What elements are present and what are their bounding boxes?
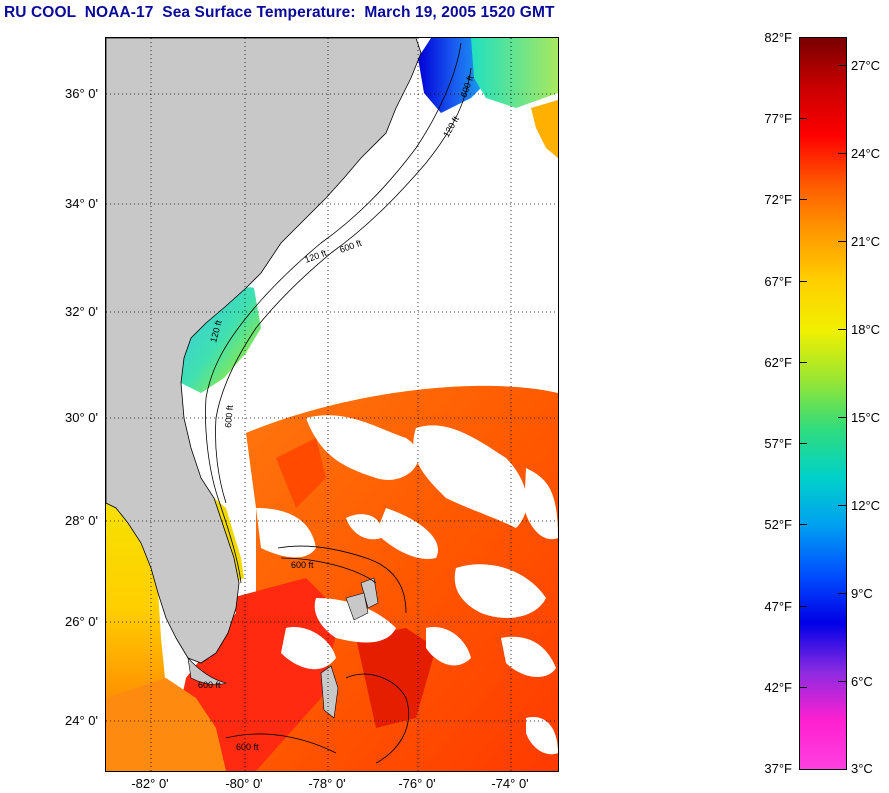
warm-patch xyxy=(356,628,436,728)
lat-label: 32° 0' xyxy=(65,304,98,319)
lon-label: -76° 0' xyxy=(398,776,436,791)
map-title: RU COOL NOAA-17 Sea Surface Temperature:… xyxy=(4,4,555,21)
colorbar-f-label: 67°F xyxy=(764,274,792,289)
shelf-water xyxy=(471,38,558,108)
colorbar-tick xyxy=(799,443,807,444)
shelf-water xyxy=(181,287,261,393)
lon-label: -82° 0' xyxy=(131,776,169,791)
colorbar-f-label: 57°F xyxy=(764,436,792,451)
lon-label: -80° 0' xyxy=(225,776,263,791)
colorbar-f-label: 72°F xyxy=(764,192,792,207)
lat-label: 36° 0' xyxy=(65,86,98,101)
contour-label: 600 ft xyxy=(198,680,221,690)
colorbar-f-label: 37°F xyxy=(764,761,792,776)
colorbar-tick xyxy=(838,505,846,506)
colorbar-f-label: 82°F xyxy=(764,30,792,45)
contour-label: 600 ft xyxy=(223,404,235,428)
colorbar-tick xyxy=(838,329,846,330)
graticule xyxy=(106,38,558,771)
colorbar-tick xyxy=(799,281,807,282)
colorbar-f-label: 42°F xyxy=(764,680,792,695)
colorbar-tick xyxy=(799,606,807,607)
lat-label: 24° 0' xyxy=(65,713,98,728)
bathymetry-contours xyxy=(205,42,472,764)
warm-patch xyxy=(531,100,558,158)
lon-label: -74° 0' xyxy=(491,776,529,791)
florida-keys xyxy=(187,657,228,685)
lat-label: 34° 0' xyxy=(65,196,98,211)
lon-label: -78° 0' xyxy=(308,776,346,791)
colorbar-tick xyxy=(799,362,807,363)
colorbar-tick xyxy=(799,199,807,200)
gulf-water xyxy=(106,678,226,771)
contour-label: 600 ft xyxy=(291,560,314,570)
colorbar-tick xyxy=(838,417,846,418)
colorbar-c-label: 27°C xyxy=(851,58,881,73)
colorbar-tick xyxy=(838,65,846,66)
bahamas-islands xyxy=(320,577,379,719)
temperature-colorbar xyxy=(799,37,847,770)
colorbar-c-label: 3°C xyxy=(851,761,873,776)
colorbar-f-label: 77°F xyxy=(764,111,792,126)
colorbar-tick xyxy=(799,118,807,119)
colorbar-f-label: 52°F xyxy=(764,517,792,532)
colorbar-f-label: 62°F xyxy=(764,355,792,370)
colorbar-c-label: 21°C xyxy=(851,234,881,249)
sst-map: 120 ft 600 ft 120 ft 600 ft 120 ft 600 f… xyxy=(105,37,559,772)
contour-label: 600 ft xyxy=(236,742,259,752)
gulf-water xyxy=(106,458,166,708)
colorbar-c-label: 24°C xyxy=(851,146,881,161)
sst-map-svg: 120 ft 600 ft 120 ft 600 ft 120 ft 600 f… xyxy=(106,38,558,771)
colorbar-c-label: 18°C xyxy=(851,322,881,337)
lat-label: 30° 0' xyxy=(65,410,98,425)
colorbar-f-label: 47°F xyxy=(764,599,792,614)
colorbar-tick xyxy=(838,153,846,154)
colorbar-tick xyxy=(799,524,807,525)
colorbar-tick xyxy=(799,687,807,688)
contour-labels: 120 ft 600 ft 120 ft 600 ft 120 ft 600 f… xyxy=(198,74,476,752)
colorbar-tick xyxy=(838,241,846,242)
colorbar-c-label: 6°C xyxy=(851,674,873,689)
warm-patch xyxy=(276,438,326,508)
cloud-patches xyxy=(256,415,558,755)
lat-label: 26° 0' xyxy=(65,614,98,629)
colorbar-c-label: 9°C xyxy=(851,586,873,601)
lat-label: 28° 0' xyxy=(65,513,98,528)
land-mass xyxy=(106,38,422,664)
colorbar-tick xyxy=(838,593,846,594)
colorbar-c-label: 12°C xyxy=(851,498,881,513)
colorbar-c-label: 15°C xyxy=(851,410,881,425)
colorbar-tick xyxy=(838,681,846,682)
